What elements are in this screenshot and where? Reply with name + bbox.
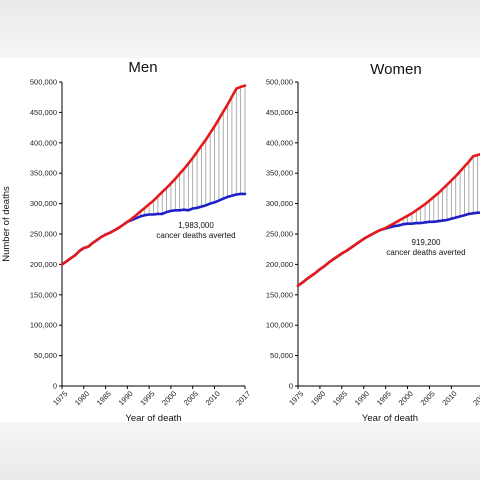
annotation-value: 919,200 bbox=[412, 238, 441, 247]
y-tick-label: 250,000 bbox=[30, 230, 57, 239]
bottom-band bbox=[0, 422, 480, 480]
x-tick-label: 1995 bbox=[375, 389, 393, 407]
expected-deaths-line bbox=[296, 152, 480, 287]
y-tick-label: 200,000 bbox=[266, 260, 293, 269]
y-tick-label: 100,000 bbox=[30, 321, 57, 330]
chart-title: Women bbox=[370, 61, 421, 78]
x-tick-label: 1980 bbox=[309, 389, 327, 407]
y-tick-label: 150,000 bbox=[266, 290, 293, 299]
x-axis-label: Year of death bbox=[125, 413, 181, 424]
x-tick-label: 1985 bbox=[331, 389, 349, 407]
x-axis-label: Year of death bbox=[362, 413, 418, 424]
y-tick-label: 0 bbox=[53, 382, 57, 391]
x-tick-label: 1975 bbox=[51, 389, 69, 407]
annotation-caption: cancer deaths averted bbox=[386, 248, 465, 257]
x-tick-label: 1975 bbox=[287, 389, 305, 407]
y-tick-label: 300,000 bbox=[30, 199, 57, 208]
x-tick-label: 2010 bbox=[204, 389, 222, 407]
x-tick-label: 1990 bbox=[353, 389, 371, 407]
y-tick-label: 400,000 bbox=[266, 138, 293, 147]
y-tick-label: 350,000 bbox=[30, 169, 57, 178]
x-tick-label: 2005 bbox=[182, 389, 200, 407]
y-tick-label: 450,000 bbox=[30, 108, 57, 117]
x-tick-label: 1980 bbox=[73, 389, 91, 407]
y-tick-label: 350,000 bbox=[266, 169, 293, 178]
x-tick-label: 2010 bbox=[440, 389, 458, 407]
x-tick-label: 2017 bbox=[471, 389, 480, 407]
y-tick-label: 50,000 bbox=[34, 351, 57, 360]
y-tick-label: 250,000 bbox=[266, 230, 293, 239]
annotation-caption: cancer deaths averted bbox=[156, 231, 235, 240]
y-tick-label: 500,000 bbox=[266, 78, 293, 87]
y-axis-label: Number of deaths bbox=[1, 186, 12, 262]
x-tick-label: 1995 bbox=[138, 389, 156, 407]
x-tick-label: 2000 bbox=[397, 389, 415, 407]
annotation-value: 1,983,000 bbox=[178, 221, 214, 230]
x-tick-label: 1990 bbox=[117, 389, 135, 407]
y-tick-label: 150,000 bbox=[30, 290, 57, 299]
y-tick-label: 200,000 bbox=[30, 260, 57, 269]
y-tick-label: 500,000 bbox=[30, 78, 57, 87]
chart-title: Men bbox=[128, 59, 157, 76]
y-tick-label: 300,000 bbox=[266, 199, 293, 208]
x-tick-label: 1985 bbox=[95, 389, 113, 407]
y-tick-label: 50,000 bbox=[270, 351, 293, 360]
x-tick-label: 2017 bbox=[234, 389, 252, 407]
x-tick-label: 2000 bbox=[160, 389, 178, 407]
y-tick-label: 0 bbox=[289, 382, 293, 391]
expected-deaths-line bbox=[60, 84, 247, 266]
y-tick-label: 100,000 bbox=[266, 321, 293, 330]
y-tick-label: 400,000 bbox=[30, 138, 57, 147]
y-tick-label: 450,000 bbox=[266, 108, 293, 117]
x-tick-label: 2005 bbox=[419, 389, 437, 407]
top-band bbox=[0, 0, 480, 58]
